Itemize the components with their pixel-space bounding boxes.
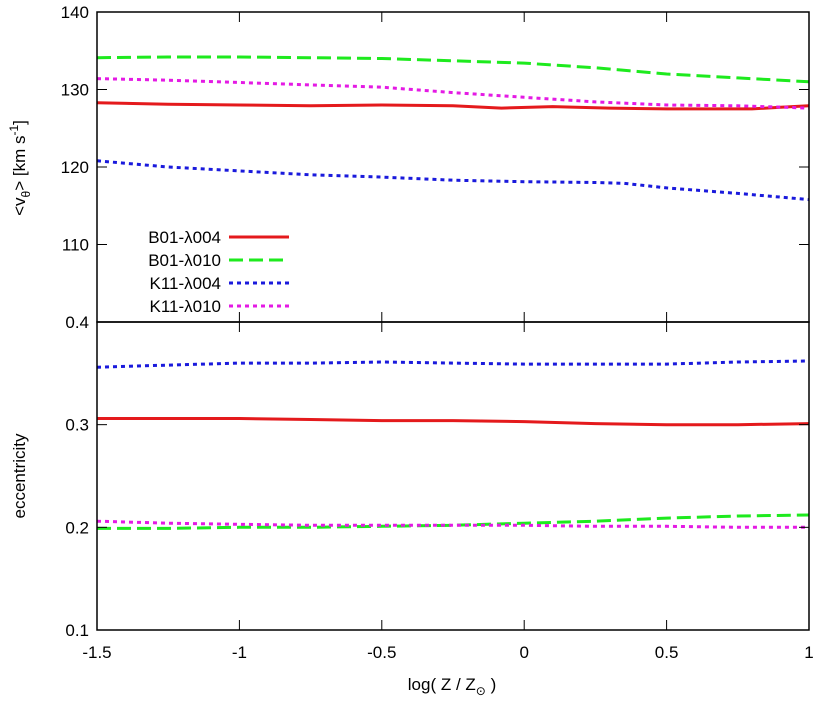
xtick-label-5: 1 [804, 643, 813, 662]
top-series-line-3 [96, 77, 810, 110]
xtick-label-3: 0 [519, 643, 528, 662]
legend: B01-λ004 B01-λ010 K11-λ004 K11-λ010 [148, 228, 289, 316]
top-ytick-label-1: 120 [61, 158, 89, 177]
xtick-label-2: -0.5 [367, 643, 396, 662]
bottom-y-axis-label: eccentricity [10, 433, 29, 519]
xlabel-main: log( Z / Z [408, 675, 476, 694]
legend-label-3: K11-λ010 [149, 297, 221, 316]
top-ytick-label-2: 130 [61, 81, 89, 100]
bottom-ytick-label-0: 0.1 [65, 621, 89, 640]
xtick-label-4: 0.5 [655, 643, 679, 662]
xlabel-sub: ⊙ [476, 684, 486, 698]
legend-label-1: B01-λ010 [148, 251, 221, 270]
bottom-ytick-label-3: 0.4 [65, 313, 89, 332]
ylabel-sup: -1 [7, 125, 21, 136]
xlabel-end: ) [486, 675, 496, 694]
bottom-series-line-1 [97, 513, 810, 530]
top-series-line-0 [96, 101, 810, 111]
ylabel-open: <v [10, 197, 29, 216]
top-ytick-label-3: 140 [61, 3, 89, 22]
ylabel-end: ] [10, 120, 29, 125]
ylabel-close: > [km s [10, 136, 29, 191]
xtick-label-1: -1 [232, 643, 247, 662]
top-series-line-2 [96, 159, 810, 202]
x-ticks: -1.5 -1 -0.5 0 0.5 1 [82, 12, 814, 662]
bottom-series-line-2 [96, 359, 810, 369]
bottom-ytick-label-1: 0.2 [65, 518, 89, 537]
top-y-axis-label: <vθ> [km s-1] [7, 120, 33, 216]
bottom-panel: 0.1 0.2 0.3 0.4 -1.5 -1 -0.5 0 0.5 1 eccentricit… [10, 12, 814, 698]
legend-label-0: B01-λ004 [148, 228, 221, 247]
top-y-ticks: 110 120 130 140 [61, 3, 809, 255]
legend-label-2: K11-λ004 [149, 274, 221, 293]
bottom-series-line-0 [97, 417, 810, 427]
bottom-series-line-3 [96, 519, 809, 529]
ylabel-sub: θ [19, 190, 33, 197]
bottom-plot-frame [96, 321, 810, 631]
top-panel: 110 120 130 140 B01-λ004 B01-λ010 K11-λ004 K11… [7, 3, 810, 316]
bottom-ytick-label-2: 0.3 [65, 416, 89, 435]
top-series-line-1 [96, 55, 810, 84]
top-ytick-label-0: 110 [62, 236, 89, 255]
bottom-series-layer [96, 359, 810, 530]
top-series-layer [96, 55, 810, 202]
xtick-label-0: -1.5 [82, 643, 111, 662]
x-axis-label: log( Z / Z⊙ ) [408, 675, 496, 698]
